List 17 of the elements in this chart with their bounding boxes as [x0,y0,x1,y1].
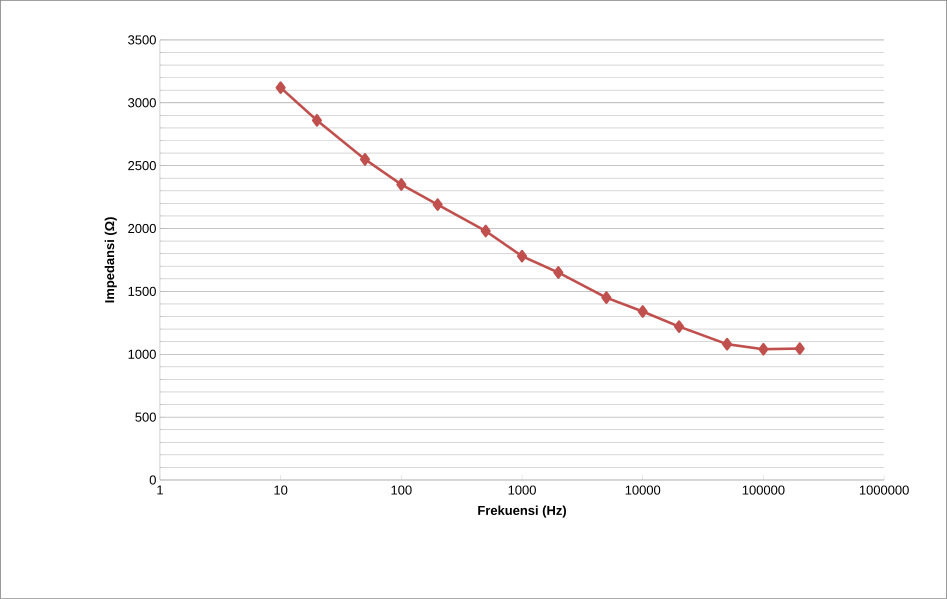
x-tick-label: 1000000 [860,486,909,495]
y-tick-label: 1000 [128,350,156,359]
x-tick-label: 100 [392,486,412,495]
y-tick-label: 1500 [128,286,156,296]
y-tick-label: 500 [135,412,156,422]
x-tick-label: 1 [157,486,163,494]
x-tick-label: 10000 [626,486,660,495]
y-tick-label: 2500 [128,161,156,170]
y-tick-label: 3000 [128,98,156,108]
x-tick-label: 10 [274,486,288,495]
x-tick-label: 1000 [508,486,536,495]
x-axis-title: Frekuensi (Hz) [478,506,566,518]
x-tick-label: 100000 [742,486,785,495]
y-axis-title: Impedansi (Ω) [104,217,117,302]
y-tick-label: 0 [150,475,156,485]
y-tick-label: 3500 [128,35,156,45]
y-tick-label: 2000 [128,224,156,234]
